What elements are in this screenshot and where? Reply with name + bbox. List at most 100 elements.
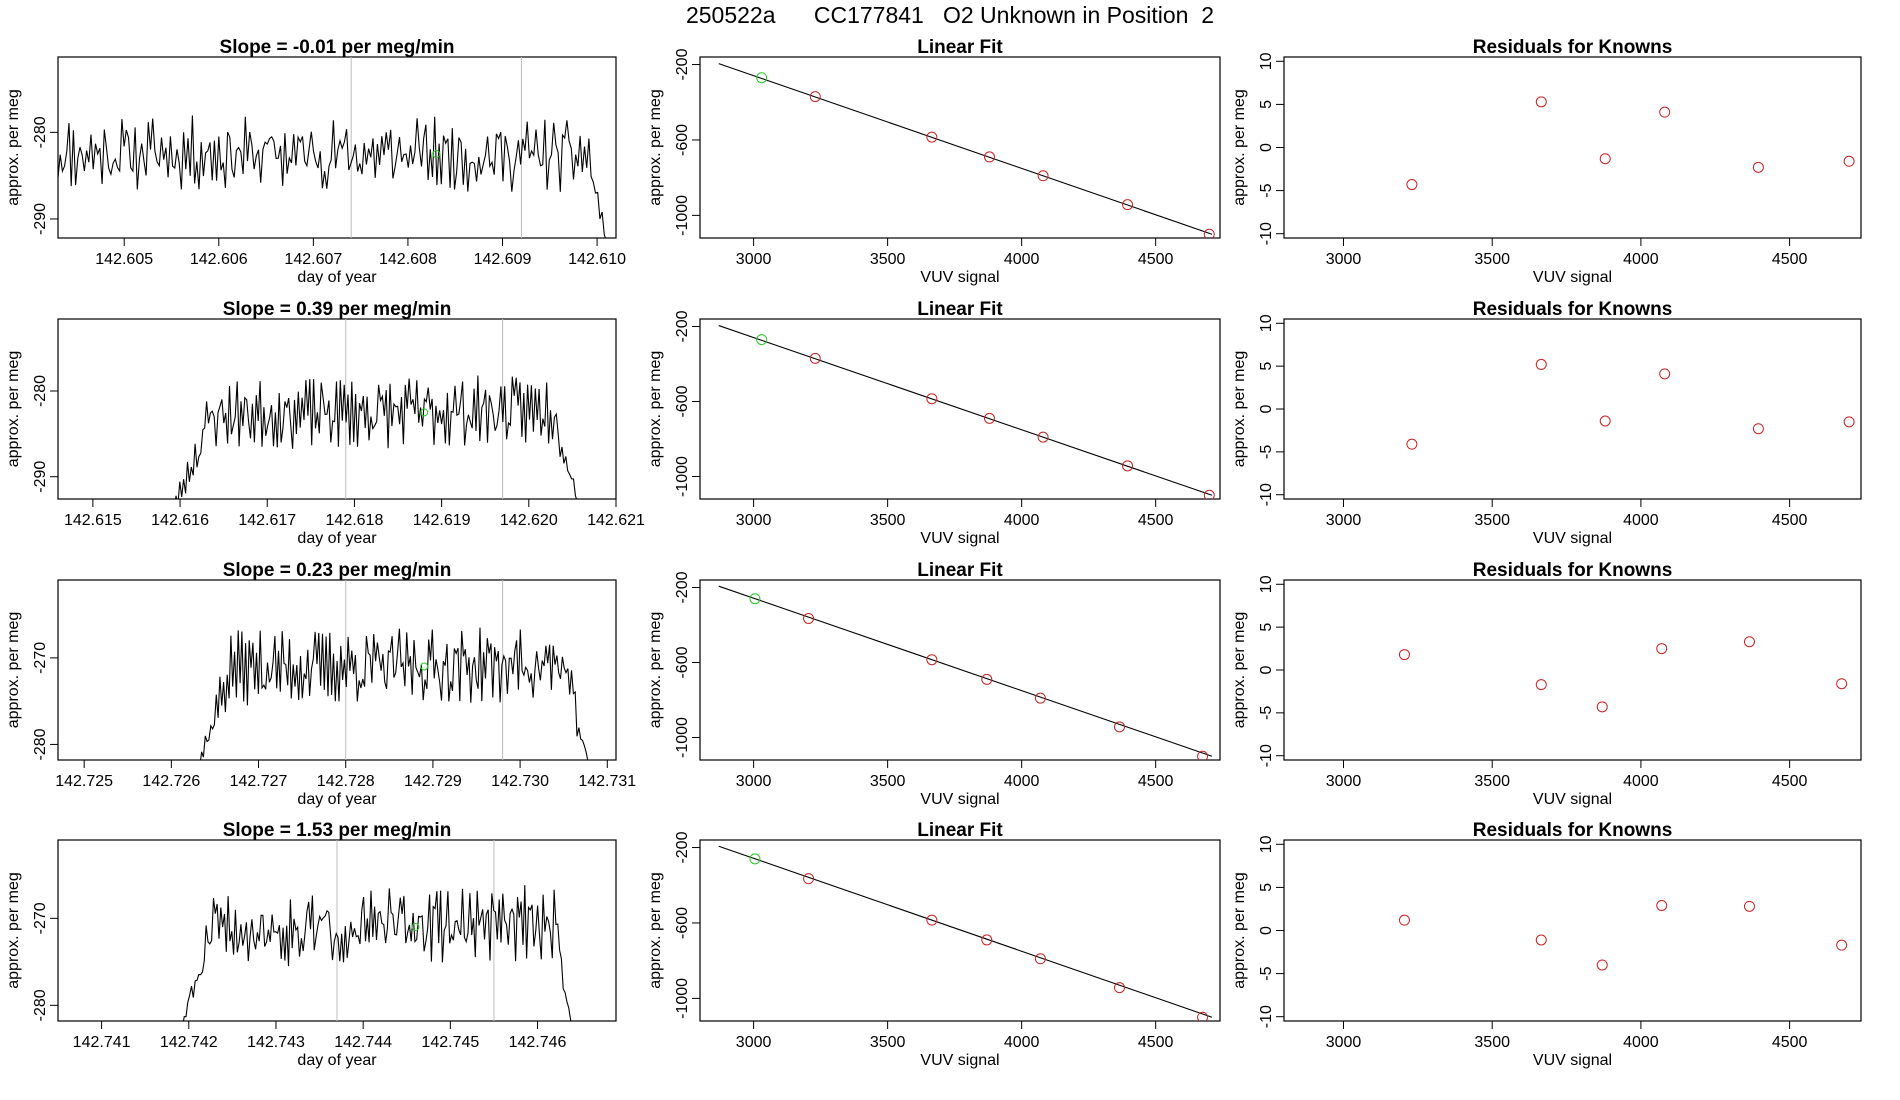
x-tick-label: 142.616 [151,512,209,529]
x-axis-label: VUV signal [920,269,999,286]
y-tick-label: -1000 [674,195,691,236]
y-axis-label: approx. per meg [5,872,22,989]
known-point [983,151,995,163]
y-tick-label: 10 [1258,52,1275,70]
x-tick-label: 3500 [1474,773,1510,790]
y-tick-label: -10 [1258,222,1275,245]
plot-frame [57,318,617,500]
y-tick-label: -1000 [674,456,691,497]
x-axis-label: day of year [297,1052,377,1069]
x-tick-label: 142.727 [230,773,288,790]
y-axis-label: approx. per meg [1231,872,1248,989]
y-tick-label: 5 [1258,883,1275,892]
known-point [983,412,995,424]
y-tick-label: -5 [1258,706,1275,720]
page-title: 250522a CC177841 O2 Unknown in Position … [685,2,1215,28]
x-tick-label: 142.741 [73,1034,131,1051]
plot-area [718,325,1215,499]
fit-line [718,585,1213,757]
y-axis-label: approx. per meg [647,612,664,729]
panel-2: Slope = 0.39 per meg/min 142.615 142.616 14… [5,299,645,547]
y-tick-label: -200 [674,571,691,603]
x-tick-label: 4000 [1623,251,1659,268]
known-point [1197,750,1209,760]
data-trace [200,627,589,760]
fit-line [718,845,1213,1018]
panel-1: Slope = -0.01 per meg/min 142.605 142.606 1… [5,37,626,286]
y-tick-label: -1000 [674,978,691,1019]
data-trace [182,885,572,1021]
y-tick-label: -10 [1258,483,1275,506]
x-tick-label: 4000 [1004,773,1040,790]
y-axis-label: approx. per meg [5,89,22,206]
fit-line [718,63,1213,235]
x-axis-label: day of year [297,530,377,547]
x-tick-label: 3000 [1326,512,1362,529]
x-tick-label: 4500 [1138,773,1174,790]
x-tick-label: 4500 [1138,251,1174,268]
unknown-mean-point [432,149,441,158]
known-point [1203,489,1215,499]
known-point [1398,914,1410,926]
panel-title: Slope = 1.53 per meg/min [223,820,452,841]
x-tick-label: 142.620 [500,512,558,529]
known-point [926,654,938,666]
x-tick-label: 142.610 [568,251,626,268]
y-tick-label: -280 [32,116,49,148]
panel-5: Linear Fit 3000 3500 4000 4500 -200 -600 -1000 V… [647,37,1221,286]
panel-title: Residuals for Knowns [1473,820,1673,841]
y-tick-label: 0 [1258,665,1275,674]
known-point [1037,170,1049,182]
unknown-point [756,72,768,84]
panel-title: Linear Fit [917,37,1003,58]
x-tick-label: 142.617 [238,512,296,529]
panel-title: Linear Fit [917,560,1003,581]
known-point [1203,228,1215,238]
plot-area [182,840,572,1021]
panel-title: Linear Fit [917,299,1003,320]
x-tick-label: 3500 [1474,1034,1510,1051]
y-tick-label: -5 [1258,183,1275,197]
known-point [1599,153,1611,165]
x-axis-label: VUV signal [1533,1052,1612,1069]
x-tick-label: 142.609 [474,251,532,268]
panel-title: Linear Fit [917,820,1003,841]
known-point [1752,423,1764,435]
x-tick-label: 3500 [1474,512,1510,529]
panel-3: Slope = 0.23 per meg/min 142.725 142.726 14… [5,560,636,808]
known-point [1743,636,1755,648]
known-point [926,131,938,143]
x-axis-label: VUV signal [1533,269,1612,286]
plot-area [175,319,578,499]
panel-title: Slope = 0.39 per meg/min [223,299,452,320]
y-tick-label: -200 [674,831,691,863]
plot-frame [699,839,1221,1022]
y-tick-label: 5 [1258,623,1275,632]
y-tick-label: 0 [1258,143,1275,152]
y-tick-label: -280 [32,375,49,407]
panel-9: Residuals for Knowns 3000 3500 4000 4500 10 5 0… [1231,37,1862,286]
y-tick-label: -600 [674,646,691,678]
known-point [926,914,938,926]
y-tick-label: 10 [1258,314,1275,332]
plot-frame [1283,56,1862,239]
plot-frame [699,318,1221,500]
y-tick-label: -10 [1258,1005,1275,1028]
y-axis-label: approx. per meg [647,872,664,989]
known-point [1406,438,1418,450]
y-tick-label: 0 [1258,404,1275,413]
unknown-mean-point [420,662,429,671]
y-axis-label: approx. per meg [1231,89,1248,206]
x-axis-label: VUV signal [1533,530,1612,547]
plot-frame [699,579,1221,761]
x-tick-label: 3000 [736,512,772,529]
plot-frame [57,56,617,239]
x-tick-label: 4000 [1004,251,1040,268]
y-axis-label: approx. per meg [5,612,22,729]
panel-title: Residuals for Knowns [1473,299,1673,320]
x-tick-label: 142.726 [142,773,200,790]
fit-line [718,325,1213,496]
unknown-point [756,334,768,346]
known-point [1535,96,1547,108]
known-point [1535,679,1547,691]
